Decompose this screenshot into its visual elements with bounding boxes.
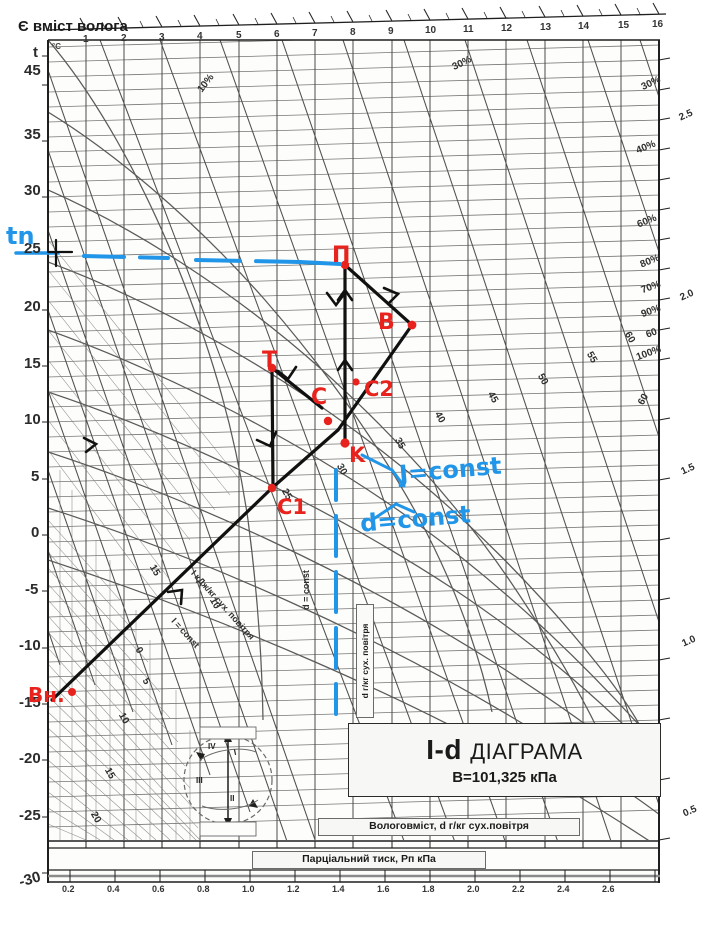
d-top-5: 5 (236, 30, 242, 41)
top-axis-minor-ticks (101, 7, 641, 29)
d-top-16: 16 (652, 19, 664, 30)
diagram-title-text: I-d ДІАГРАМА (426, 734, 583, 765)
t-tick-m20: -20 (19, 750, 41, 767)
d-top-11: 11 (463, 24, 474, 35)
d-top-12: 12 (501, 23, 513, 34)
d-top-8: 8 (350, 27, 356, 38)
point-label-C1: C1 (277, 495, 308, 519)
top-axis-ticks (79, 2, 660, 30)
p-tick-1: 0.4 (107, 884, 120, 894)
point-label-P: П (332, 243, 351, 268)
d-axis-caption: Вологовміст, d г/кг сух.повітря (318, 818, 580, 836)
d-top-10: 10 (425, 25, 437, 36)
point-markers (68, 260, 417, 696)
quadrant-diagram-inset (183, 726, 273, 837)
quadrant-label-IV: IV (208, 742, 216, 751)
d-top-4: 4 (197, 31, 203, 42)
blue-label-tn: tn (6, 222, 35, 250)
diagram-title: I-d ДІАГРАМА (426, 734, 582, 766)
d-top-2: 2 (121, 33, 127, 44)
p-tick-12: 2.6 (602, 884, 615, 894)
p-tick-10: 2.2 (512, 884, 525, 894)
point-label-C2: C2 (364, 377, 395, 401)
plot-frame (47, 13, 667, 883)
t-tick-m10: -10 (19, 637, 41, 654)
p-tick-7: 1.6 (377, 884, 390, 894)
t-tick-45: 45 (24, 62, 41, 79)
t-tick-20: 20 (24, 298, 41, 315)
p-axis-ticks (69, 870, 656, 882)
d-top-7: 7 (312, 28, 318, 39)
title-block: I-d ДІАГРАМА B=101,325 кПа (348, 723, 661, 797)
d-top-15: 15 (618, 20, 630, 31)
p-tick-4: 1.0 (242, 884, 255, 894)
p-tick-2: 0.6 (152, 884, 165, 894)
p-tick-8: 1.8 (422, 884, 435, 894)
t-axis-unit: °C (52, 42, 61, 51)
p-tick-0: 0.2 (62, 884, 75, 894)
epsilon-symbol: Є вміст волога (18, 18, 128, 35)
p-tick-3: 0.8 (197, 884, 210, 894)
right-axis-ticks (658, 57, 671, 841)
d-vertical-caption-box: d г/кг сух. повітря (356, 604, 374, 718)
t-tick-m25: -25 (19, 807, 41, 824)
p-tick-5: 1.2 (287, 884, 300, 894)
t-tick-m15: -15 (19, 694, 41, 711)
t-tick-5: 5 (31, 468, 40, 485)
t-tick-0: 0 (31, 524, 40, 541)
d-top-13: 13 (540, 22, 552, 33)
t-tick-30: 30 (24, 182, 41, 199)
point-label-T: T (262, 348, 278, 373)
t-tick-25: 25 (24, 240, 41, 257)
d-top-3: 3 (159, 32, 165, 43)
d-const-caption: d = const (300, 570, 311, 610)
t-tick-15: 15 (24, 355, 41, 372)
d-top-9: 9 (388, 26, 394, 37)
diagram-subtitle: B=101,325 кПа (452, 769, 557, 786)
d-top-1: 1 (83, 34, 89, 45)
point-label-Vn: Вн. (28, 683, 65, 707)
d-top-6: 6 (274, 29, 280, 40)
point-label-K: K (349, 443, 366, 467)
quadrant-label-II: II (230, 794, 235, 803)
p-tick-6: 1.4 (332, 884, 345, 894)
point-label-C: C (311, 385, 328, 410)
d-vertical-caption: d г/кг сух. повітря (360, 623, 370, 699)
quadrant-label-III: III (196, 776, 203, 785)
process-arrows (82, 286, 401, 606)
p-tick-9: 2.0 (467, 884, 480, 894)
t-axis-title: t (33, 44, 38, 61)
blue-annotation-lines (14, 238, 416, 716)
p-axis-caption: Парціальний тиск, Рп кПа (252, 851, 486, 869)
point-label-B: B (378, 310, 395, 335)
p-tick-11: 2.4 (557, 884, 570, 894)
grid-layer (48, 40, 660, 840)
t-tick-10: 10 (24, 411, 41, 428)
t-tick-35: 35 (24, 126, 41, 143)
t-tick-m5: -5 (25, 581, 39, 598)
d-top-14: 14 (578, 21, 590, 32)
d-axis-ticks (85, 841, 622, 848)
